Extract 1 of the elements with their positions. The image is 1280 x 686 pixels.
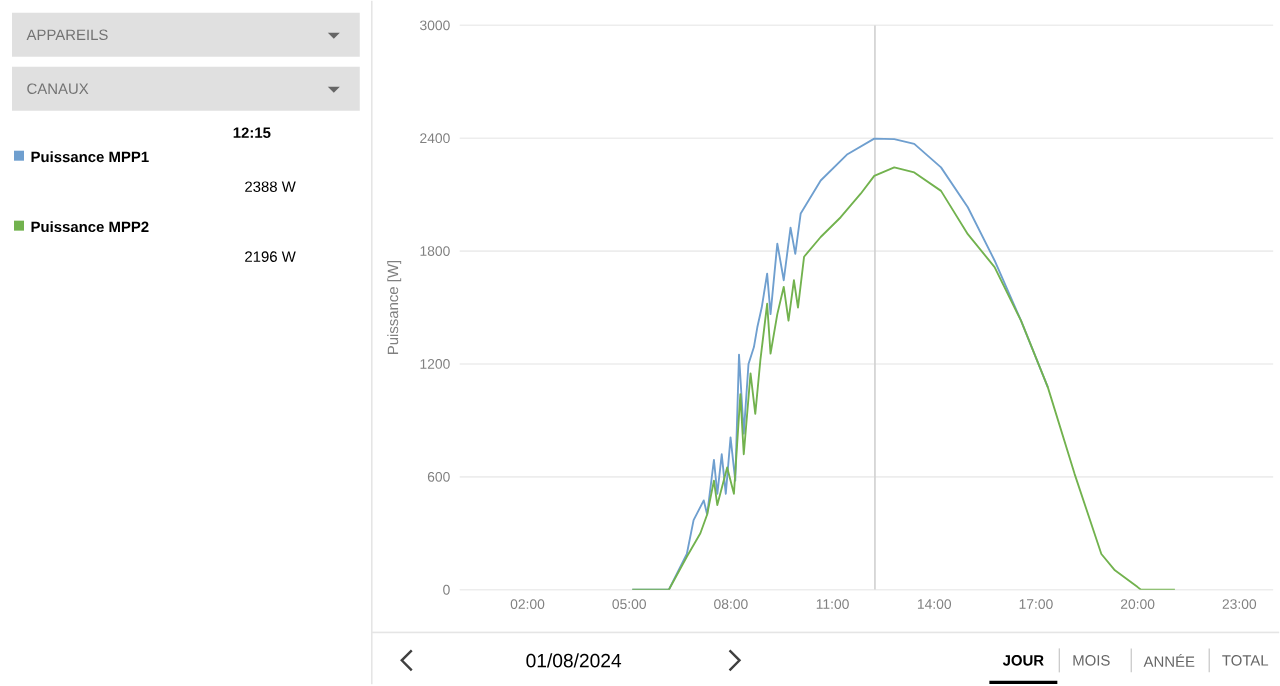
text: 01/08/2024 bbox=[526, 653, 622, 668]
